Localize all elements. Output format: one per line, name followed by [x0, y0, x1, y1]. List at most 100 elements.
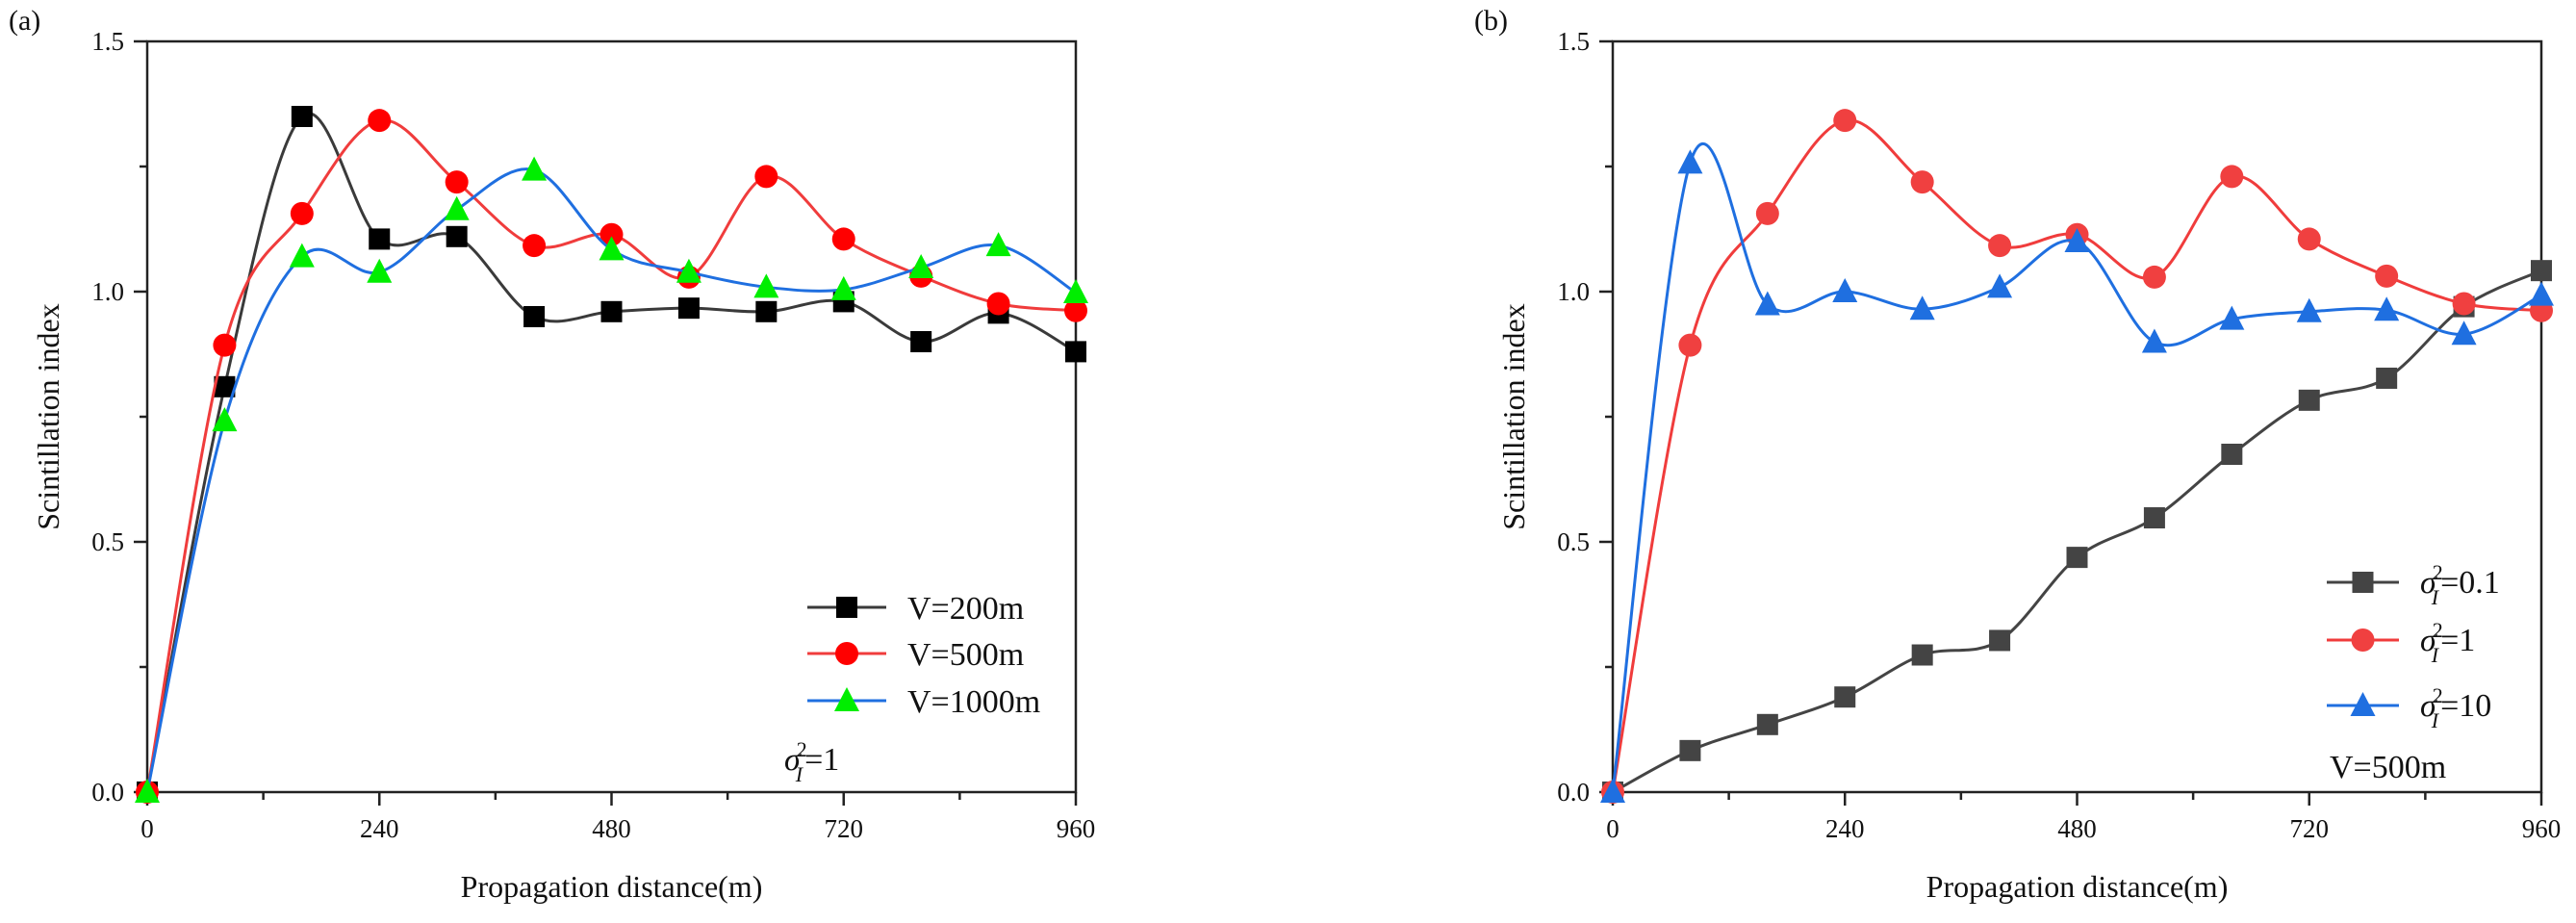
x-tick-label: 720 — [825, 814, 864, 843]
data-point — [2297, 227, 2321, 251]
panel-label: (a) — [9, 5, 40, 37]
y-tick-label: 0.5 — [91, 527, 124, 556]
data-point — [2064, 228, 2090, 252]
data-point — [1987, 273, 2013, 298]
data-point — [910, 331, 932, 352]
legend-marker — [835, 642, 858, 665]
data-point — [1989, 629, 2011, 652]
subscript: I — [2431, 643, 2440, 667]
sigma-value: =0.1 — [2440, 565, 2500, 601]
data-point — [2452, 292, 2476, 316]
data-point — [908, 254, 934, 279]
data-point — [1678, 333, 1702, 357]
annotation-label: V=500m — [2330, 750, 2446, 785]
data-point — [831, 227, 855, 251]
data-point — [444, 195, 470, 220]
x-tick-label: 0 — [1606, 814, 1620, 843]
plot-frame — [145, 39, 1078, 794]
sigma-value: =1 — [804, 742, 839, 778]
data-point — [2143, 507, 2165, 529]
data-point — [2141, 328, 2167, 353]
data-point — [135, 779, 160, 803]
legend: V=200m V=500m V=1000m — [807, 591, 1040, 720]
data-point — [289, 243, 315, 268]
data-point — [2451, 320, 2477, 346]
superscript: 2 — [2433, 683, 2443, 707]
y-tick-label: 0.0 — [91, 778, 124, 807]
superscript: 2 — [797, 737, 807, 761]
data-point — [2375, 264, 2399, 288]
data-point — [1065, 341, 1086, 363]
y-tick-label: 1.0 — [1557, 277, 1590, 306]
legend-label: V=200m — [907, 591, 1024, 627]
sigma-label: σ2 I=0.1 — [2420, 560, 2500, 609]
series-line — [145, 118, 1077, 793]
data-point — [1832, 278, 1858, 302]
series-line — [1611, 118, 2542, 793]
data-point — [368, 109, 392, 133]
data-point — [1833, 109, 1857, 133]
superscript: 2 — [2433, 618, 2443, 642]
series-3 — [1600, 141, 2554, 803]
data-point — [1064, 298, 1087, 322]
data-point — [2298, 389, 2320, 411]
sigma-symbol: σ — [2420, 623, 2437, 658]
data-point — [599, 222, 624, 246]
x-tick-label: 960 — [2522, 814, 2562, 843]
x-axis-title: Propagation distance(m) — [461, 869, 763, 904]
data-point — [755, 300, 778, 322]
sigma-value: =1 — [2440, 623, 2475, 658]
sigma-symbol: σ — [2420, 565, 2437, 601]
data-point — [367, 258, 393, 283]
sigma-symbol: σ — [2420, 688, 2437, 724]
data-point — [212, 407, 238, 432]
subscript: I — [795, 762, 804, 786]
chart-panel-a: (a) 0 240 480 720 960 0.0 0.5 1.0 1.5 Propagation … — [9, 5, 1095, 904]
sigma-value: =10 — [2440, 688, 2491, 724]
legend-marker — [836, 597, 857, 618]
y-axis-title: Scintillation index — [1496, 303, 1531, 530]
data-point — [2142, 265, 2166, 289]
legend-marker — [834, 687, 859, 711]
x-tick-label: 240 — [1825, 814, 1865, 843]
y-tick-label: 0.0 — [1557, 778, 1590, 807]
data-point — [290, 201, 314, 225]
series-1 — [1602, 260, 2552, 803]
panel-label: (b) — [1474, 5, 1508, 37]
legend-label: V=1000m — [907, 684, 1040, 720]
x-tick-label: 960 — [1057, 814, 1096, 843]
x-tick-label: 480 — [2057, 814, 2097, 843]
x-tick-label: 720 — [2290, 814, 2330, 843]
sigma-label: σ2 I=1 — [2420, 618, 2475, 667]
data-point — [677, 297, 700, 320]
data-point — [1834, 686, 1856, 708]
y-tick-label: 0.5 — [1557, 527, 1590, 556]
series-line — [145, 167, 1077, 793]
data-point — [1754, 291, 1780, 316]
legend-marker — [2350, 692, 2376, 716]
legend-marker — [2351, 628, 2375, 652]
y-axis-title: Scintillation index — [31, 303, 65, 530]
data-point — [2531, 260, 2552, 282]
plot-frame — [1611, 39, 2543, 794]
data-point — [2374, 296, 2400, 321]
data-point — [214, 375, 236, 397]
data-point — [291, 106, 313, 127]
data-point — [985, 232, 1011, 257]
data-point — [2376, 367, 2398, 389]
y-tick-label: 1.5 — [1557, 27, 1590, 56]
data-point — [523, 234, 547, 258]
data-point — [1677, 149, 1703, 174]
data-point — [446, 225, 468, 247]
data-point — [753, 273, 779, 298]
subscript: I — [2431, 708, 2440, 732]
data-point — [2221, 444, 2243, 465]
data-point — [599, 236, 625, 261]
data-point — [445, 170, 469, 194]
series-3 — [135, 156, 1088, 803]
legend: σ2 I=0.1σ2 I=1σ2 I=10 — [2327, 560, 2500, 732]
data-point — [1063, 279, 1088, 304]
data-point — [600, 300, 623, 322]
data-point — [754, 165, 778, 189]
